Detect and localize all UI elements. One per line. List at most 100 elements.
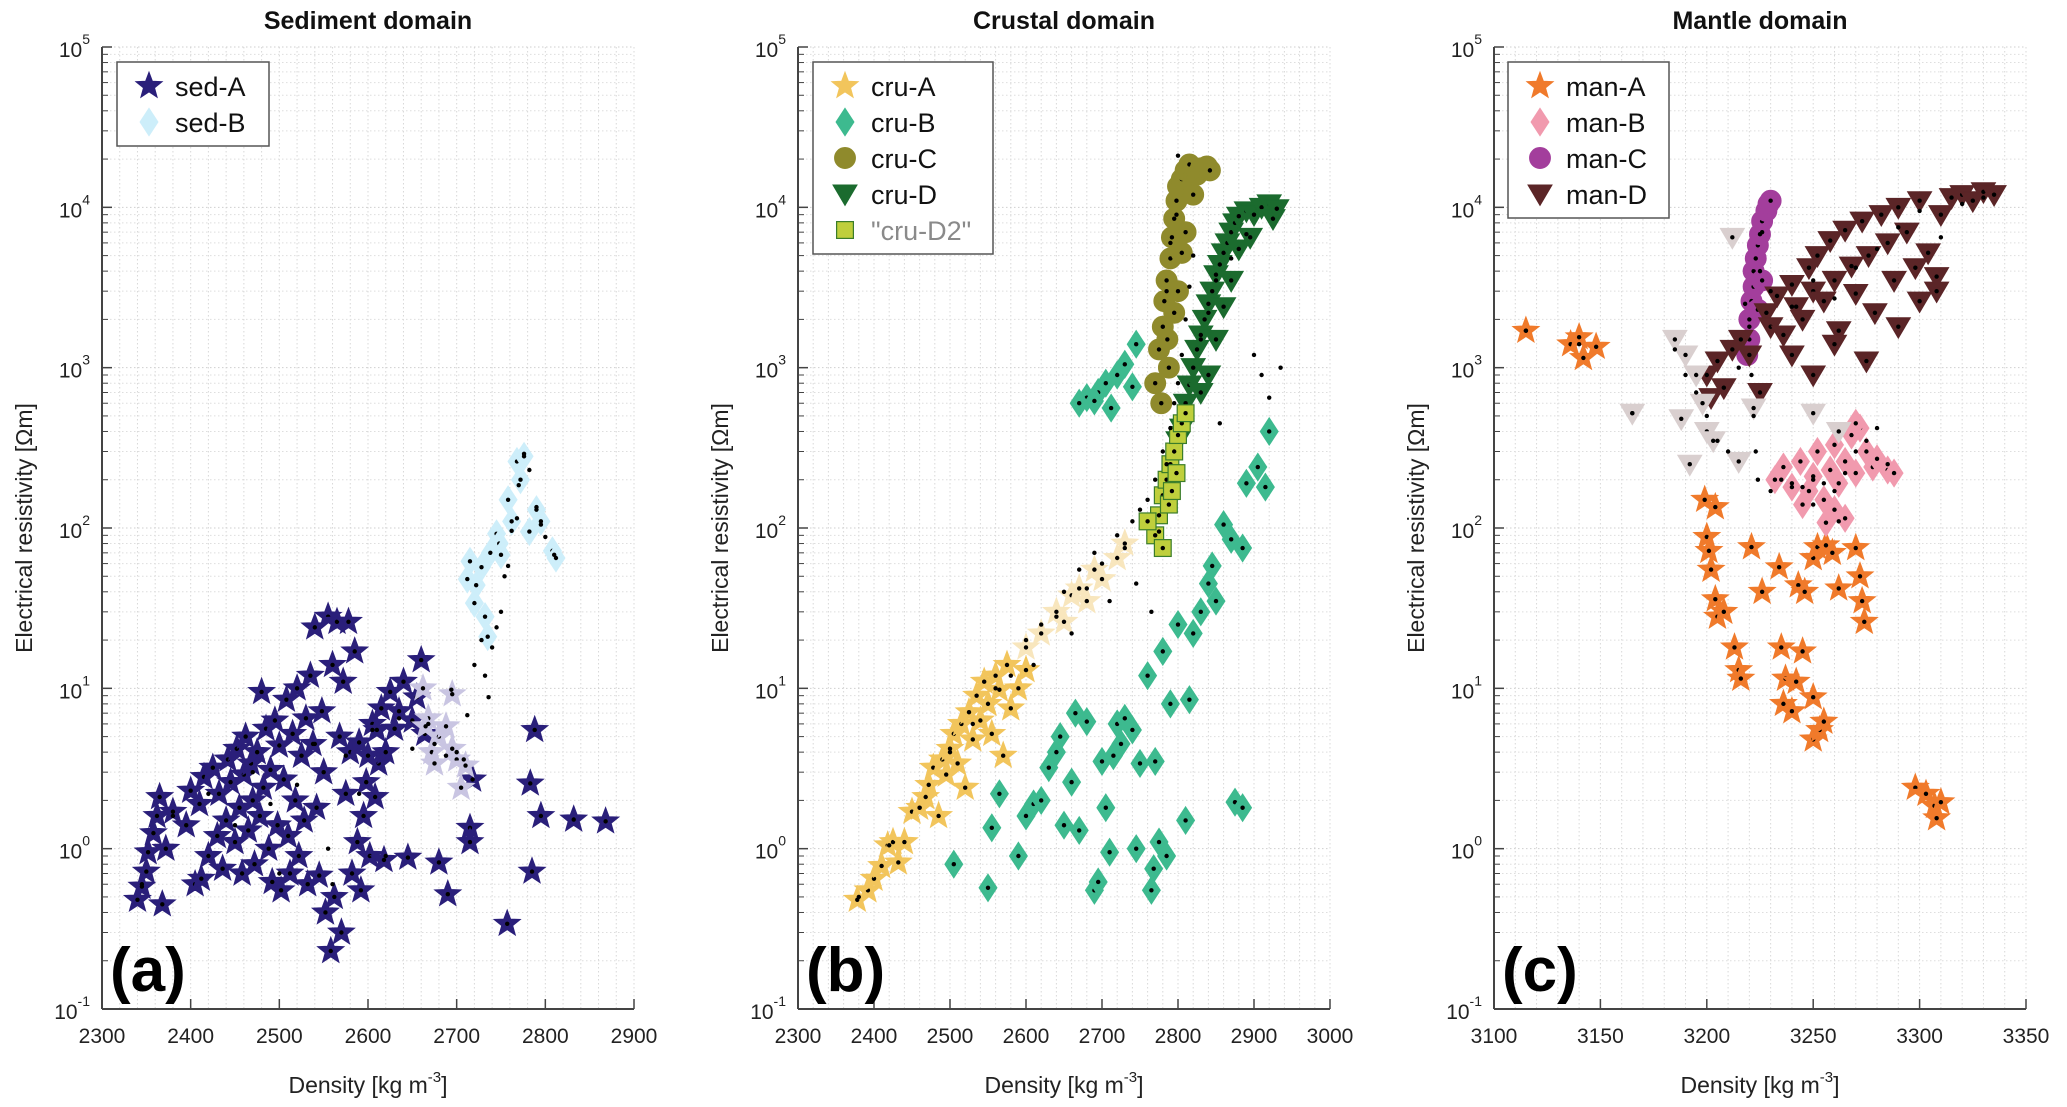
y-tick-base: 10 (54, 1001, 77, 1024)
data-point-dot (1693, 390, 1699, 395)
data-point-center (303, 716, 309, 721)
x-tick-label: 2300 (775, 1025, 822, 1048)
data-point-center (1747, 317, 1752, 322)
data-point-center (1169, 488, 1175, 494)
y-tick-exponent: -1 (774, 993, 787, 1009)
data-point-center (1058, 734, 1063, 739)
legend[interactable]: cru-A cru-B cru-C cru-D "cru-D2" (812, 61, 994, 255)
data-point-center (1122, 362, 1128, 367)
data-point-center (1244, 481, 1249, 486)
data-point-center (1084, 719, 1090, 724)
y-tick-base: 10 (59, 841, 82, 864)
data-point-center (1793, 304, 1799, 309)
data-point-center (286, 833, 291, 839)
data-point-dot (527, 467, 532, 473)
data-point-dot (1811, 278, 1816, 283)
data-point-center (1872, 310, 1878, 315)
data-point-center (1679, 416, 1684, 421)
data-point-dot (426, 721, 431, 727)
legend-box[interactable] (116, 61, 270, 147)
data-point-dot (343, 753, 349, 758)
data-point-center (1001, 753, 1006, 758)
data-point-center (1236, 246, 1242, 252)
data-point-center (330, 662, 335, 668)
data-point-dot (1251, 352, 1257, 358)
data-point-center (296, 853, 302, 859)
data-point-center (259, 689, 264, 695)
y-tick-base: 10 (755, 39, 778, 62)
y-tick-exponent: 3 (82, 352, 90, 368)
y-tick-label: 103 (59, 352, 90, 383)
data-point-center (1069, 779, 1074, 785)
data-point-dot (494, 625, 499, 630)
data-point-center (1183, 411, 1188, 416)
data-point-dot (1630, 411, 1635, 416)
data-point-center (1853, 470, 1858, 476)
data-point-center (1248, 235, 1253, 240)
data-point-center (1836, 429, 1841, 434)
y-tick-base: 10 (1451, 841, 1474, 864)
legend-label: "cru-D2" (871, 216, 971, 246)
data-point-center (963, 785, 968, 790)
data-point-center (1183, 229, 1188, 235)
y-tick-label: 100 (59, 833, 90, 864)
data-point-dot (1175, 381, 1181, 386)
legend[interactable]: man-A man-B man-C man-D (1507, 61, 1670, 219)
data-point-dot (1179, 352, 1185, 358)
data-point-center (1828, 238, 1833, 243)
data-point-dot (1725, 449, 1731, 454)
data-point-center (1842, 228, 1848, 233)
data-point-center (1802, 589, 1807, 595)
data-point-dot (383, 853, 388, 859)
data-point-center (1730, 235, 1735, 240)
legend[interactable]: sed-A sed-B (116, 61, 270, 147)
y-tick-label: 105 (755, 31, 786, 62)
data-point-center (1781, 464, 1786, 470)
data-point-center (374, 727, 380, 733)
data-point-center (472, 600, 477, 606)
x-tick-label: 3100 (1471, 1025, 1518, 1048)
axes: 3100 3150 3200 3250 3300 335010-1100101102103… (1446, 31, 2049, 1048)
x-tick-label: 2500 (927, 1025, 974, 1048)
x-axis-label-end: ] (1137, 1072, 1143, 1098)
data-point-center (1166, 502, 1172, 507)
data-point-dot (330, 882, 335, 887)
data-point-center (1115, 555, 1120, 561)
data-point-center (527, 529, 532, 534)
x-tick-label: 2700 (433, 1025, 480, 1048)
data-point-center (1702, 497, 1707, 502)
data-point-center (1229, 537, 1234, 542)
data-point-center (223, 818, 229, 823)
data-point-center (1221, 304, 1226, 309)
x-axis-label-main: Density [kg m (1680, 1072, 1819, 1098)
y-tick-label: 101 (1451, 672, 1482, 703)
data-point-dot (1736, 365, 1741, 370)
data-point-center (1156, 347, 1162, 352)
data-point-dot (170, 813, 176, 819)
y-tick-base: 10 (1451, 360, 1474, 383)
data-point-center (340, 679, 346, 684)
data-point-center (1179, 250, 1185, 256)
data-point-center (356, 740, 362, 745)
data-point-center (450, 746, 455, 751)
data-point-dot (1832, 488, 1837, 494)
data-point-center (1016, 853, 1021, 859)
data-point-center (301, 818, 307, 823)
data-point-center (485, 634, 490, 639)
legend-marker-icon (139, 107, 159, 137)
y-tick-exponent: 4 (1474, 191, 1482, 207)
data-point-dot (1842, 470, 1848, 476)
data-point-center (1749, 544, 1754, 550)
data-point-center (287, 871, 293, 876)
data-point-center (1821, 497, 1827, 502)
data-point-dot (970, 721, 975, 727)
data-point-center (1764, 310, 1769, 315)
y-tick-base: 10 (1446, 1001, 1469, 1024)
legend-label: cru-A (871, 72, 936, 102)
data-point-dot (516, 482, 521, 488)
data-point-center (157, 794, 162, 800)
data-point-dot (1938, 235, 1944, 240)
data-point-center (970, 737, 975, 742)
data-point-dot (1267, 395, 1272, 400)
data-point-center (445, 892, 450, 897)
